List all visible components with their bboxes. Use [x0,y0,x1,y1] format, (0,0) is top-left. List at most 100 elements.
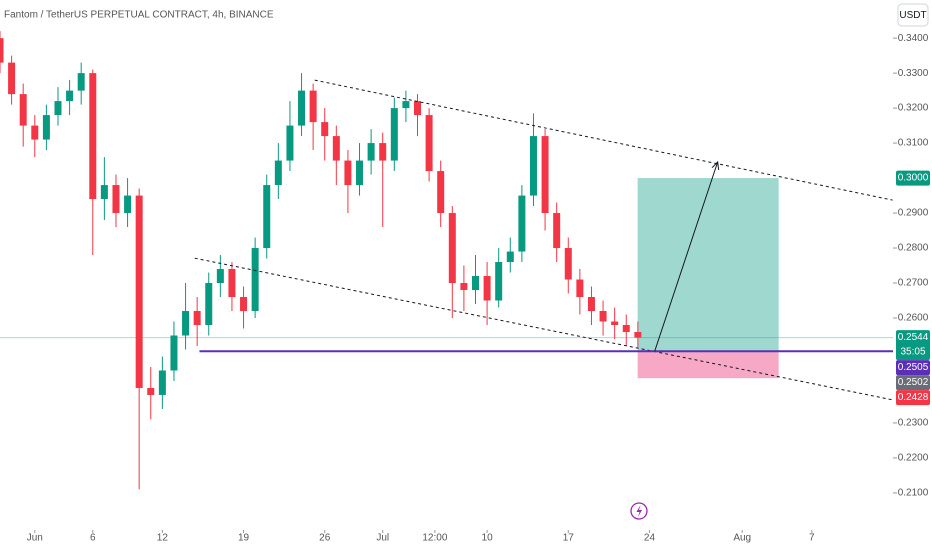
price-countdown: 35:05 [900,347,925,358]
price-label: 0.2502 [898,377,929,388]
x-tick-label: Aug [733,533,751,544]
candle-body [611,321,619,325]
y-tick-label: 0.3400 [898,33,929,44]
y-tick-label: 0.2100 [898,488,929,499]
candle-body [622,324,630,332]
chart-title: Fantom / TetherUS PERPETUAL CONTRACT, 4h… [4,10,274,21]
price-axis-bg [893,0,932,550]
candle-body [274,160,282,186]
candle-body [42,115,50,140]
candle-body [529,136,537,196]
candle-body [170,335,178,371]
x-tick-label: 12:00 [422,533,447,544]
candle-body [251,248,259,312]
candle-body [54,101,62,116]
y-tick-label: 0.2800 [898,243,929,254]
y-tick-label: 0.3200 [898,103,929,114]
candle-body [66,90,74,102]
currency-label: USDT [899,10,926,21]
candle-body [135,195,143,388]
candle-body [124,195,132,214]
candle-body [599,311,607,322]
x-tick-label: 26 [319,533,331,544]
candle-body [77,73,85,91]
x-tick-label: 6 [90,533,96,544]
candle-body [89,73,97,200]
candle-body [321,122,329,137]
candle-body [147,387,155,395]
price-label: 0.2505 [898,362,929,373]
x-tick-label: Jun [27,533,43,544]
candle-body [8,62,16,95]
x-tick-label: Jul [376,533,389,544]
price-label: 0.2544 [898,332,929,343]
candle-body [112,185,120,214]
candle-body [483,276,491,301]
candle-body [506,251,514,263]
candle-body [367,143,375,161]
candle-body [193,311,201,325]
arrow-head [711,160,720,170]
candle-body [240,297,248,312]
candle-body [495,262,503,301]
y-tick-label: 0.2300 [898,418,929,429]
candle-body [471,276,479,291]
trend-line [314,79,893,201]
candle-body [402,101,410,109]
x-tick-label: 19 [238,533,250,544]
candle-body [414,101,422,116]
price-label-box [896,375,930,391]
candle-body [518,195,526,252]
y-tick-label: 0.3300 [898,68,929,79]
candle-body [0,38,4,63]
arrow-line [654,161,719,352]
price-label-box [896,390,930,406]
candle-body [344,160,352,186]
candle-body [205,283,213,325]
y-tick-label: 0.2900 [898,208,929,219]
candle-body [332,136,340,161]
candle-body [31,125,39,140]
candle-body [448,213,456,284]
price-label: 0.3000 [898,173,929,184]
candle-body [19,94,27,126]
candle-body [437,171,445,214]
price-label-box [896,330,930,361]
candle-body [298,90,306,126]
candle-body [286,125,294,161]
currency-button[interactable] [897,3,929,27]
candle-body [390,108,398,161]
x-tick-label: 7 [809,533,815,544]
x-tick-label: 10 [482,533,494,544]
trend-line [194,257,893,401]
candle-body [425,115,433,172]
candle-body [460,283,468,291]
candle-body [379,143,387,161]
y-tick-label: 0.3100 [898,138,929,149]
candle-body [309,90,317,123]
candle-body [587,297,595,312]
plot-area [0,31,893,490]
candle-body [541,136,549,214]
profit-zone [637,178,779,352]
x-tick-label: 24 [644,533,656,544]
price-label: 0.2428 [898,392,929,403]
candle-body [634,331,642,338]
candle-body [216,269,224,284]
y-tick-label: 0.2600 [898,313,929,324]
candle-body [100,185,108,200]
candle-body [228,269,236,298]
price-label-box [896,360,930,376]
x-tick-label: 12 [157,533,169,544]
y-tick-label: 0.2700 [898,278,929,289]
candle-body [158,370,166,395]
candle-body [576,279,584,298]
x-tick-label: 17 [563,533,575,544]
candle-body [564,248,572,280]
y-tick-label: 0.2200 [898,453,929,464]
candle-body [356,160,364,186]
loss-zone [637,351,779,379]
candle-body [553,213,561,249]
candle-body [263,185,271,249]
